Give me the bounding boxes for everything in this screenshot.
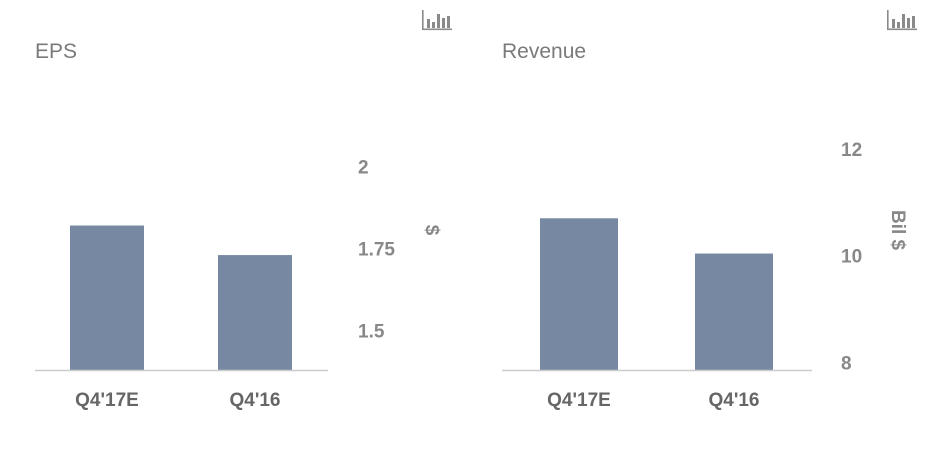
y-axis-title: Bil $ [887,210,908,251]
revenue-chart: Q4'17E Q4'16 8 10 12 Bil $ [502,140,908,411]
y-tick-label: 10 [841,247,862,268]
y-tick-label: 8 [841,354,852,375]
y-tick-label: 12 [841,140,862,161]
category-label: Q4'17E [75,390,139,411]
y-tick-label: 1.75 [358,240,395,261]
eps-chart-panel: EPS Q4'17E Q4'16 1.5 1.75 2 $ [35,8,454,411]
category-label: Q4'16 [709,390,760,411]
chart-title: Revenue [502,40,587,63]
category-label: Q4'17E [547,390,611,411]
bar [540,218,618,370]
category-label: Q4'16 [230,390,281,411]
chart-title: EPS [35,40,78,63]
eps-chart: Q4'17E Q4'16 1.5 1.75 2 $ [35,157,442,411]
y-tick-label: 2 [358,157,369,178]
bar [218,255,292,370]
y-tick-label: 1.5 [358,322,385,343]
bar-chart-icon[interactable] [885,8,919,32]
y-axis-title: $ [421,225,442,236]
revenue-chart-panel: Revenue Q4'17E Q4'16 8 10 12 Bil $ [464,0,928,454]
bar [695,253,773,370]
bar [70,225,144,370]
bar-chart-icon[interactable] [420,8,454,32]
